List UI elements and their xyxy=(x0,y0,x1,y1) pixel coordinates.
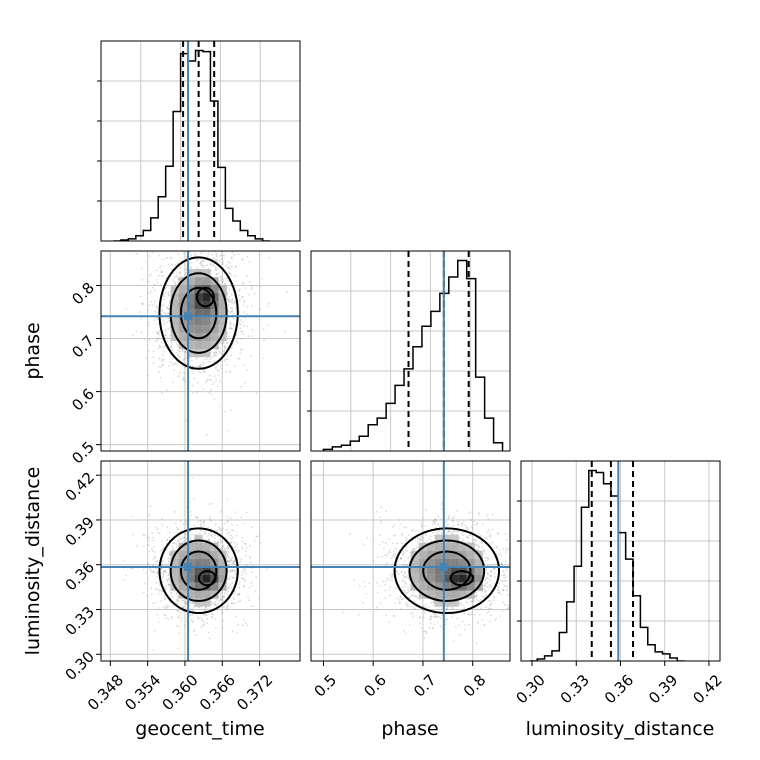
contour-outer xyxy=(393,527,501,615)
truth-marker xyxy=(184,562,193,571)
x-tick-label-1: 0.354 xyxy=(121,671,164,714)
panel-frame xyxy=(310,250,511,452)
truth-marker xyxy=(439,562,448,571)
contour-outer xyxy=(158,256,239,370)
panel-frame xyxy=(100,40,301,242)
truth-marker xyxy=(184,312,193,321)
x-tick-label-1: 0.6 xyxy=(360,671,390,701)
contour-inner xyxy=(179,550,218,591)
contour-core xyxy=(196,286,215,308)
y-tick-label-0: 0.5 xyxy=(68,438,98,468)
x-tick-label-2: 0.360 xyxy=(159,671,202,714)
x-tick-label-4: 0.42 xyxy=(689,671,725,707)
panel-frame xyxy=(100,250,301,452)
y-tick-label-3: 0.8 xyxy=(68,279,98,309)
contour-mid xyxy=(408,539,486,602)
x-tick-label-0: 0.5 xyxy=(311,671,341,701)
contour-mid xyxy=(169,272,228,354)
panel-scatter-geocent_time-phase: 0.5 0.6 0.7 0.8 xyxy=(68,250,301,468)
density-cells xyxy=(170,269,227,358)
density-cells xyxy=(170,534,227,607)
x-tick-label-0: 0.348 xyxy=(84,671,127,714)
x-tick-label-0: 0.30 xyxy=(512,671,548,707)
y-axis-label-phase: phase xyxy=(22,322,44,379)
panel-hist-phase xyxy=(307,250,511,452)
y-tick-label-2: 0.7 xyxy=(68,332,98,362)
x-axis-label-phase: phase xyxy=(381,718,438,740)
x-tick-label-3: 0.39 xyxy=(645,671,681,707)
histogram-step xyxy=(322,259,504,451)
panel-scatter-geocent_time-luminosity_distance: 0.30 0.33 0.36 0.39 0.42 0.3480.3540.3600.366… xyxy=(62,460,301,714)
y-tick-label-0: 0.30 xyxy=(62,648,98,684)
panel-frame xyxy=(310,460,511,662)
contour-core xyxy=(449,570,474,587)
y-tick-label-3: 0.39 xyxy=(62,513,98,549)
x-tick-label-3: 0.8 xyxy=(460,671,490,701)
contour-inner xyxy=(179,286,218,340)
x-axis-label-luminosity_distance: luminosity_distance xyxy=(526,718,715,740)
histogram-step xyxy=(113,49,271,241)
x-tick-label-2: 0.7 xyxy=(410,671,440,701)
contour-mid xyxy=(169,539,228,602)
histogram-step xyxy=(529,469,685,661)
panel-frame xyxy=(520,460,721,662)
contour-inner xyxy=(422,550,472,591)
x-tick-label-1: 0.33 xyxy=(557,671,593,707)
panel-frame xyxy=(100,460,301,662)
x-tick-label-4: 0.372 xyxy=(233,671,276,714)
y-tick-label-2: 0.36 xyxy=(62,558,98,594)
panel-scatter-phase-luminosity_distance: 0.5 0.6 0.7 0.8 xyxy=(310,460,511,701)
x-tick-label-2: 0.36 xyxy=(601,671,637,707)
y-axis-label-luminosity_distance: luminosity_distance xyxy=(22,467,44,656)
panel-hist-geocent_time xyxy=(97,40,301,242)
x-tick-label-3: 0.366 xyxy=(196,671,239,714)
contour-core xyxy=(197,570,217,587)
contour-outer xyxy=(158,527,239,615)
panel-hist-luminosity_distance: 0.30 0.33 0.36 0.39 0.42 xyxy=(512,460,726,707)
y-tick-label-1: 0.33 xyxy=(62,603,98,639)
y-tick-label-4: 0.42 xyxy=(62,468,98,504)
y-tick-label-1: 0.6 xyxy=(68,385,98,415)
x-axis-label-geocent_time: geocent_time xyxy=(135,718,264,740)
